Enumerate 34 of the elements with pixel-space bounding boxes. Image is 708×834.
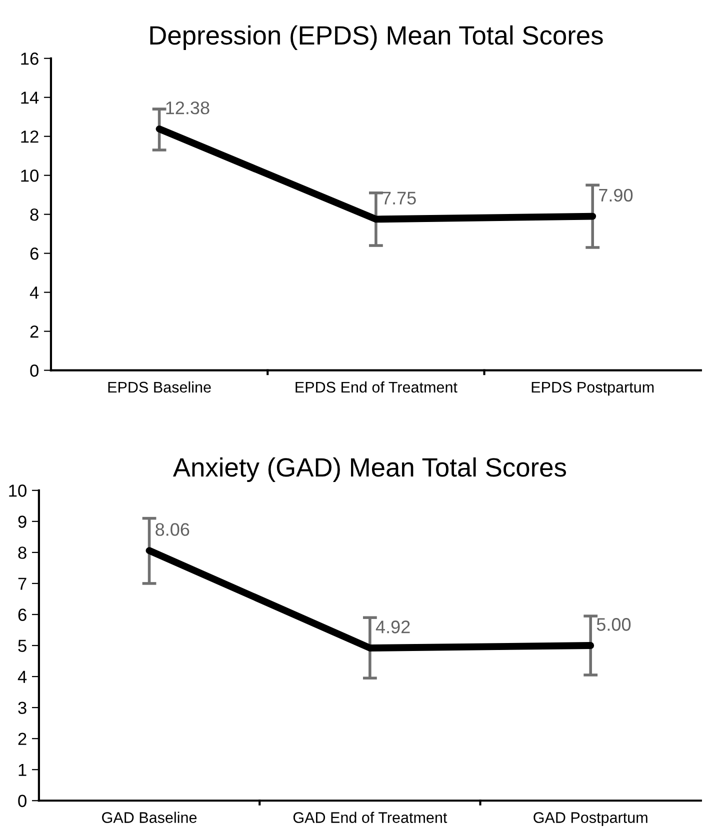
y-tick-label: 10 xyxy=(9,484,26,497)
chart-title: Anxiety (GAD) Mean Total Scores xyxy=(172,457,566,482)
x-tick-label: GAD End of Treatment xyxy=(293,812,448,823)
y-tick-label: 1 xyxy=(18,764,26,776)
y-tick-label: 16 xyxy=(21,52,38,65)
x-tick-label: GAD Baseline xyxy=(102,812,197,823)
y-tick-label: 4 xyxy=(18,670,27,683)
y-tick-label: 10 xyxy=(21,170,38,182)
data-label: 12.38 xyxy=(166,101,210,114)
y-tick-label: 14 xyxy=(21,92,39,104)
y-tick-label: 0 xyxy=(30,364,38,377)
data-label: 7.90 xyxy=(599,188,633,202)
data-label: 4.92 xyxy=(376,620,410,634)
x-tick-label: EPDS Baseline xyxy=(108,381,211,393)
y-tick-label: 3 xyxy=(18,702,26,714)
y-tick-label: 9 xyxy=(18,516,26,528)
y-tick-label: 5 xyxy=(18,640,26,652)
data-label: 8.06 xyxy=(156,523,190,536)
y-tick-label: 2 xyxy=(18,732,26,745)
y-tick-label: 6 xyxy=(30,247,38,260)
x-tick-label: EPDS End of Treatment xyxy=(296,381,458,393)
y-tick-label: 2 xyxy=(30,325,38,338)
y-tick-label: 6 xyxy=(18,608,26,621)
x-tick-label: EPDS Postpartum xyxy=(532,382,654,396)
y-tick-label: 0 xyxy=(18,794,26,808)
data-label: 7.75 xyxy=(382,192,416,205)
y-tick-label: 12 xyxy=(21,130,38,143)
y-tick-label: 7 xyxy=(18,578,26,590)
y-tick-label: 8 xyxy=(18,546,26,559)
y-tick-label: 4 xyxy=(30,286,39,299)
chart-title: Depression (EPDS) Mean Total Scores xyxy=(150,25,603,50)
x-tick-label: GAD Postpartum xyxy=(534,812,648,826)
data-label: 5.00 xyxy=(596,618,631,631)
y-tick-label: 8 xyxy=(30,208,38,221)
